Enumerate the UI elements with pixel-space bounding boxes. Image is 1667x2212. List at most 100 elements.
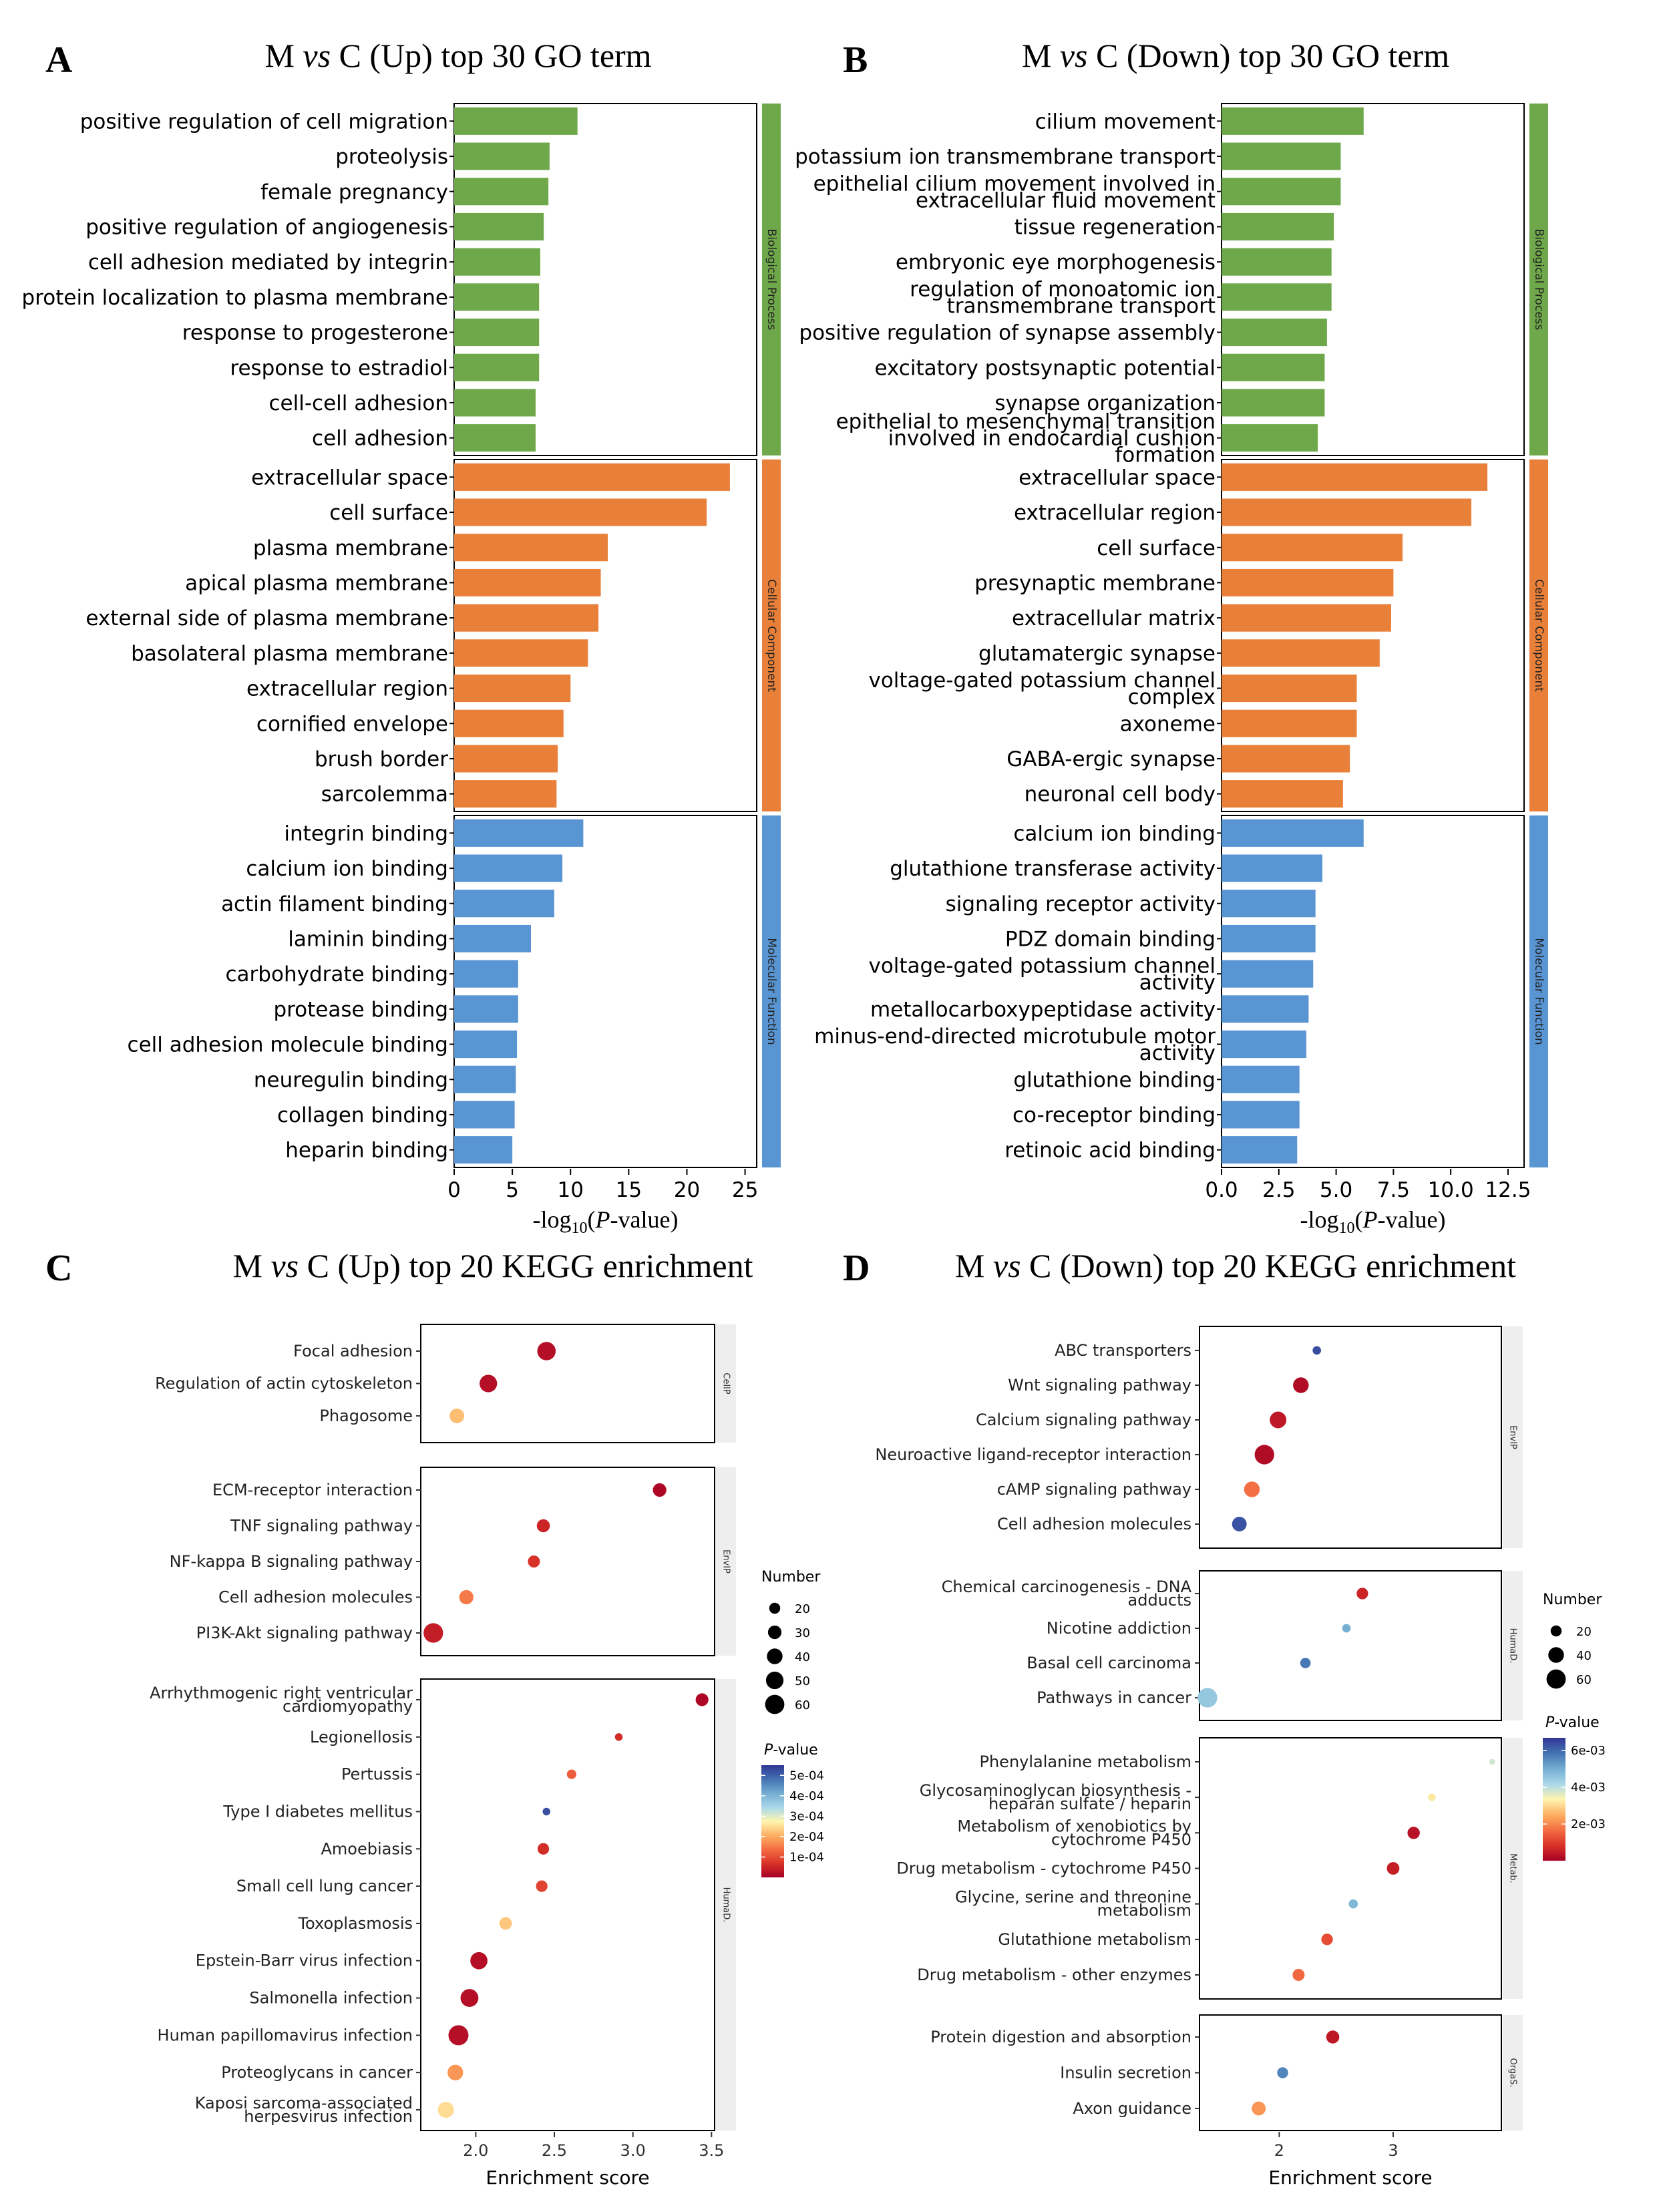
bar (1222, 107, 1364, 135)
pathway-label: Human papillomavirus infection (158, 2026, 413, 2044)
category-label: extracellular fluid movement (916, 188, 1216, 212)
bar (1222, 568, 1394, 597)
size-legend-dot (769, 1602, 781, 1614)
data-point (1321, 1933, 1333, 1946)
pathway-label: Amoebiasis (321, 1839, 413, 1858)
data-point (1252, 2101, 1266, 2116)
data-point (1270, 1411, 1287, 1429)
bar (454, 534, 608, 562)
pathway-label: Phenylalanine metabolism (980, 1753, 1192, 1771)
chart-title-c: M vs C (Up) top 20 KEGG enrichment (232, 1247, 753, 1284)
category-label: basolateral plasma membrane (131, 642, 448, 666)
facet-panel (420, 1324, 715, 1443)
category-label: neuregulin binding (254, 1068, 448, 1092)
facet-strip (762, 104, 781, 455)
pathway-label: Axon guidance (1073, 2099, 1191, 2118)
bar (454, 248, 540, 276)
pathway-label: Glutathione metabolism (998, 1930, 1191, 1949)
size-legend-label: 60 (795, 1698, 810, 1712)
pathway-label: Focal adhesion (293, 1342, 413, 1360)
bar (1222, 248, 1332, 276)
category-label: protein localization to plasma membrane (22, 286, 448, 310)
bar (454, 318, 540, 347)
x-tick-label: 20 (674, 1178, 700, 1202)
pathway-label: Metabolism of xenobiotics by (957, 1817, 1191, 1835)
pathway-label: Drug metabolism - other enzymes (917, 1966, 1191, 1984)
pathway-label: Phagosome (319, 1407, 413, 1425)
pathway-label: Basal cell carcinoma (1027, 1654, 1191, 1672)
data-point (1326, 2030, 1340, 2044)
bar (454, 283, 540, 311)
bar (1222, 463, 1488, 491)
category-label: extracellular space (251, 466, 448, 490)
bar (454, 960, 518, 988)
facet-strip (716, 1679, 736, 2131)
pathway-label: Small cell lung cancer (236, 1877, 413, 1895)
category-label: formation (1115, 443, 1216, 468)
x-tick-label: 3.5 (699, 2141, 724, 2160)
data-point (1386, 1862, 1400, 1875)
x-tick-label: 5.0 (1320, 1178, 1352, 1202)
color-legend-label: 2e-04 (789, 1830, 824, 1844)
data-point (1197, 1688, 1218, 1708)
x-tick-label: 3 (1388, 2141, 1398, 2160)
x-axis-title: -log10(P-value) (533, 1206, 679, 1237)
size-legend-label: 50 (795, 1674, 810, 1688)
bar (1222, 639, 1380, 667)
x-axis-title: Enrichment score (486, 2167, 649, 2189)
category-label: female pregnancy (260, 180, 448, 204)
bar (1222, 1101, 1300, 1129)
color-legend-label: 4e-03 (1571, 1781, 1606, 1795)
bar (454, 995, 518, 1023)
data-point (437, 2101, 454, 2118)
facet-strip (1529, 459, 1548, 811)
x-tick-label: 2 (1274, 2141, 1284, 2160)
category-label: minus-end-directed microtubule motor (814, 1025, 1216, 1049)
size-legend-label: 20 (795, 1602, 810, 1616)
category-label: cell surface (1097, 536, 1216, 560)
chart-title-a: M vs C (Up) top 30 GO term (264, 37, 651, 74)
facet-strip (1529, 815, 1548, 1167)
facet-strip-label: EnvIP (721, 1549, 731, 1574)
bar (454, 142, 550, 170)
category-label: positive regulation of angiogenesis (85, 215, 448, 239)
color-legend-label: 1e-04 (789, 1850, 824, 1864)
category-label: sarcolemma (321, 783, 448, 807)
bar (454, 1101, 515, 1129)
facet-strip-label: Metab. (1508, 1853, 1518, 1883)
pathway-label: Cell adhesion molecules (997, 1515, 1191, 1533)
pathway-label: ECM-receptor interaction (212, 1481, 413, 1499)
bar (1222, 819, 1364, 847)
data-point (1489, 1759, 1495, 1765)
bar (454, 1030, 518, 1059)
color-legend-label: 3e-04 (789, 1809, 824, 1823)
pathway-label: Epstein-Barr virus infection (196, 1952, 413, 1970)
facet-strip-label: CellP (721, 1372, 731, 1394)
color-legend-label: 5e-04 (789, 1769, 824, 1783)
bar (454, 604, 599, 632)
pathway-label: Regulation of actin cytoskeleton (155, 1374, 413, 1393)
category-label: complex (1128, 685, 1216, 709)
facet-panel (1199, 1570, 1502, 1721)
facet-strip-label: EnvIP (1508, 1425, 1518, 1449)
data-point (614, 1733, 623, 1741)
category-label: GABA-ergic synapse (1006, 747, 1216, 771)
category-label: transmembrane transport (947, 294, 1216, 318)
pathway-label: Insulin secretion (1060, 2064, 1191, 2082)
pathway-label: Drug metabolism - cytochrome P450 (896, 1859, 1191, 1878)
facet-panel (420, 1467, 715, 1656)
category-label: calcium ion binding (1013, 821, 1216, 846)
facet-strip (1503, 1326, 1523, 1548)
category-label: activity (1139, 1041, 1216, 1065)
facet-strip-label: Molecular Function (765, 938, 778, 1045)
bar (454, 1065, 516, 1093)
bar (454, 854, 563, 882)
pathway-label: NF-kappa B signaling pathway (170, 1552, 413, 1571)
bar (1222, 353, 1325, 381)
x-tick-label: 0.0 (1205, 1178, 1238, 1202)
bar (1222, 745, 1350, 773)
facet-strip (762, 459, 781, 811)
category-label: cell adhesion (312, 427, 448, 451)
pathway-label: Type I diabetes mellitus (222, 1802, 413, 1821)
